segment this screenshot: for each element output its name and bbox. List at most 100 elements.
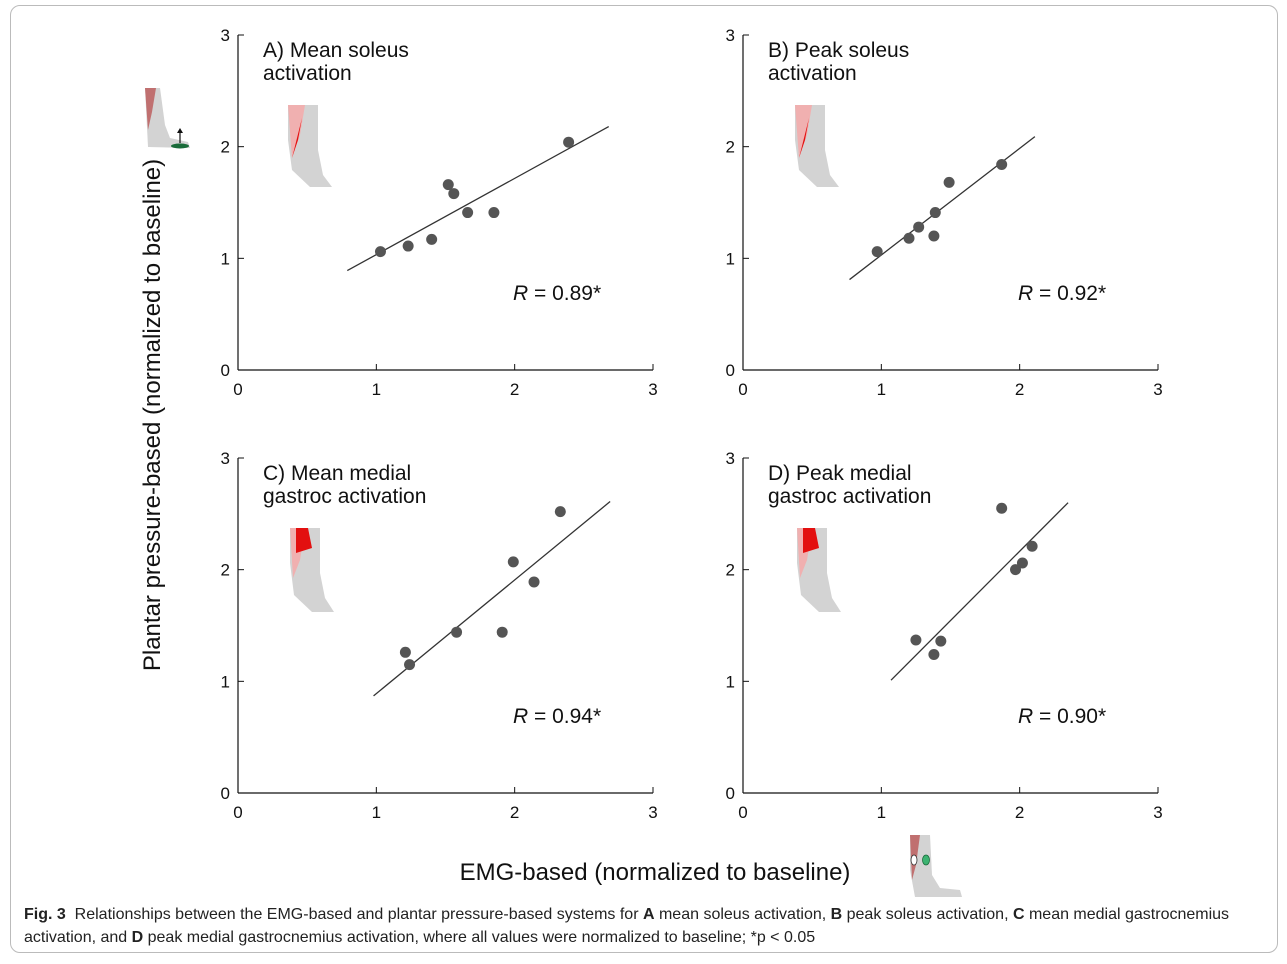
annotation-text: = 0.92*: [1033, 282, 1106, 305]
figure-frame: [10, 5, 1278, 953]
x-tick-label: 1: [877, 380, 886, 399]
annotation: R = 0.89*: [513, 282, 601, 305]
caption-text: mean soleus activation,: [654, 906, 831, 923]
y-tick-label: 3: [726, 26, 735, 45]
data-point: [507, 556, 519, 568]
figure-caption: Fig. 3 Relationships between the EMG-bas…: [24, 903, 1269, 949]
y-axis-label: Plantar pressure-based (normalized to ba…: [139, 159, 166, 671]
y-tick-label: 2: [221, 138, 230, 157]
data-point: [943, 176, 955, 188]
data-point: [496, 626, 508, 638]
caption-bold: A: [642, 906, 655, 923]
panel-title: C) Mean medial: [263, 462, 411, 485]
data-point: [1016, 557, 1028, 569]
annotation-symbol: R: [1018, 705, 1033, 728]
y-tick-label: 1: [221, 672, 230, 691]
caption-text: mean medial gastrocnemius activation, an…: [24, 906, 1234, 946]
data-point: [903, 232, 915, 244]
annotation-text: = 0.94*: [528, 705, 601, 728]
x-tick-label: 1: [372, 380, 381, 399]
annotation-symbol: R: [513, 282, 528, 305]
x-tick-label: 3: [648, 380, 657, 399]
y-tick-label: 2: [726, 138, 735, 157]
annotation: R = 0.92*: [1018, 282, 1106, 305]
caption-bold: Fig. 3: [24, 906, 66, 923]
x-tick-label: 0: [233, 803, 242, 822]
data-point: [929, 207, 941, 219]
x-tick-label: 3: [1153, 380, 1162, 399]
icon-leg-c: [290, 528, 334, 612]
data-point: [488, 207, 500, 219]
data-point: [442, 179, 454, 191]
x-tick-label: 3: [648, 803, 657, 822]
caption-bold: C: [1012, 906, 1025, 923]
icon-leg-a: [288, 105, 332, 187]
fit-line: [890, 502, 1069, 681]
y-tick-label: 3: [726, 449, 735, 468]
data-point: [1010, 564, 1022, 576]
y-tick-label: 0: [221, 361, 230, 380]
fit-line: [346, 125, 610, 272]
data-point: [402, 240, 414, 252]
y-tick-label: 0: [221, 784, 230, 803]
caption-text: Relationships between the EMG-based and …: [65, 906, 643, 923]
annotation-text: = 0.90*: [1033, 705, 1106, 728]
y-tick-label: 1: [726, 672, 735, 691]
data-point: [935, 635, 947, 647]
panel-title: gastroc activation: [768, 485, 931, 508]
y-tick-label: 0: [726, 361, 735, 380]
x-tick-label: 3: [1153, 803, 1162, 822]
caption-text: peak soleus activation,: [842, 906, 1013, 923]
data-point: [404, 659, 416, 671]
caption-text: peak medial gastrocnemius activation, wh…: [143, 929, 816, 946]
x-axis-label: EMG-based (normalized to baseline): [460, 859, 851, 886]
data-point: [451, 626, 463, 638]
data-point: [426, 233, 438, 245]
data-point: [374, 246, 386, 258]
data-point: [913, 221, 925, 233]
x-tick-label: 2: [1015, 380, 1024, 399]
data-point: [448, 188, 460, 200]
x-tick-label: 2: [1015, 803, 1024, 822]
data-point: [928, 649, 940, 661]
data-point: [910, 634, 922, 646]
y-tick-label: 1: [221, 249, 230, 268]
data-point: [1026, 540, 1038, 552]
data-point: [399, 646, 411, 658]
x-tick-label: 0: [738, 380, 747, 399]
data-point: [996, 502, 1008, 514]
data-point: [528, 576, 540, 588]
y-tick-label: 2: [221, 561, 230, 580]
panel-title: activation: [768, 62, 857, 85]
panel-title: gastroc activation: [263, 485, 426, 508]
icon-leg-bottom: [910, 835, 962, 897]
x-tick-label: 0: [233, 380, 242, 399]
y-tick-label: 0: [726, 784, 735, 803]
annotation-text: = 0.89*: [528, 282, 601, 305]
data-point: [462, 207, 474, 219]
panel-title: activation: [263, 62, 352, 85]
y-tick-label: 1: [726, 249, 735, 268]
icon-leg-top-left: [145, 88, 190, 149]
panel-title: B) Peak soleus: [768, 39, 909, 62]
data-point: [928, 230, 940, 242]
y-tick-label: 3: [221, 26, 230, 45]
data-point: [554, 506, 566, 518]
caption-bold: D: [131, 929, 144, 946]
x-tick-label: 0: [738, 803, 747, 822]
fit-line: [849, 136, 1036, 281]
x-tick-label: 1: [877, 803, 886, 822]
icon-leg-d: [797, 528, 841, 612]
y-tick-label: 3: [221, 449, 230, 468]
x-tick-label: 2: [510, 380, 519, 399]
data-point: [563, 136, 575, 148]
icon-leg-b: [795, 105, 839, 187]
caption-bold: B: [830, 906, 843, 923]
panel-title: A) Mean soleus: [263, 39, 409, 62]
annotation: R = 0.94*: [513, 705, 601, 728]
annotation: R = 0.90*: [1018, 705, 1106, 728]
x-tick-label: 2: [510, 803, 519, 822]
data-point: [996, 159, 1008, 171]
